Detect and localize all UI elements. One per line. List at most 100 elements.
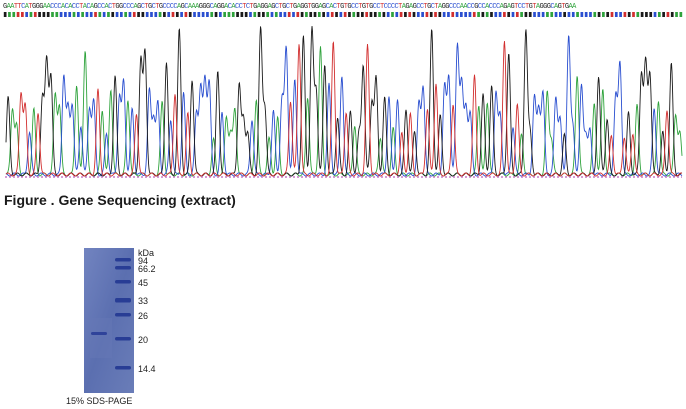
base-call-marker — [657, 12, 661, 17]
chromatogram-trace — [5, 26, 683, 178]
base-call-marker — [274, 12, 278, 17]
base-call-marker — [429, 12, 433, 17]
base-call-marker — [343, 12, 347, 17]
base-call-marker — [348, 12, 351, 17]
base-call-marker — [373, 12, 377, 17]
base-call-marker — [464, 12, 468, 17]
base-call-marker — [567, 12, 571, 17]
ladder-band — [115, 266, 131, 270]
base-call-marker — [412, 12, 416, 17]
base-call-marker — [614, 12, 618, 17]
base-call-marker — [451, 12, 455, 17]
base-call-marker — [675, 12, 678, 17]
ladder-band — [115, 313, 131, 317]
base-call-marker — [408, 12, 412, 17]
marker-label: 20 — [138, 335, 149, 345]
base-call-marker — [326, 12, 330, 17]
base-call-marker — [76, 12, 80, 17]
base-call-marker — [128, 12, 132, 17]
base-call-marker — [64, 12, 67, 17]
base-call-marker — [38, 12, 41, 17]
sequence-readout: GAATTCATGGGAACCCACACCTACAGCCACTGGCCCAGCT… — [3, 3, 576, 11]
base-call-marker — [653, 12, 657, 17]
base-call-marker — [154, 12, 158, 17]
base-call-marker — [309, 12, 313, 17]
base-call-marker — [541, 12, 545, 17]
kda-unit-label: kDa — [138, 248, 155, 258]
base-call-marker — [447, 12, 450, 17]
base-call-marker — [468, 12, 472, 17]
base-call-marker — [137, 12, 140, 17]
base-call-marker — [356, 12, 360, 17]
base-call-marker — [240, 12, 244, 17]
marker-label: 33 — [138, 296, 149, 306]
base-call-marker — [442, 12, 446, 17]
base-call-marker — [558, 12, 562, 17]
base-call-marker — [244, 12, 248, 17]
base-call-marker — [98, 12, 102, 17]
base-call-marker — [150, 12, 153, 17]
base-call-marker — [132, 12, 136, 17]
marker-label: 45 — [138, 278, 149, 288]
base-call-marker — [223, 12, 226, 17]
base-call-marker — [399, 12, 403, 17]
base-call-marker — [472, 12, 476, 17]
base-call-marker — [550, 12, 554, 17]
base-call-marker — [262, 12, 265, 17]
base-call-marker — [485, 12, 489, 17]
base-call-marker — [670, 12, 674, 17]
base-call-marker — [606, 12, 610, 17]
base-call-marker — [438, 12, 442, 17]
base-call-marker — [59, 12, 63, 17]
ladder-band — [115, 366, 131, 370]
base-call-marker — [662, 12, 665, 17]
base-call-marker — [425, 12, 429, 17]
base-call-marker — [640, 12, 644, 17]
base-call-marker — [210, 12, 214, 17]
base-call-marker — [378, 12, 381, 17]
base-call-marker — [21, 12, 24, 17]
base-call-marker — [81, 12, 84, 17]
base-call-marker — [287, 12, 291, 17]
ladder-band — [115, 258, 131, 262]
base-call-marker — [322, 12, 325, 17]
base-call-marker — [266, 12, 270, 17]
base-call-marker — [546, 12, 549, 17]
base-call-marker — [68, 12, 72, 17]
base-call-marker — [365, 12, 369, 17]
base-call-marker — [503, 12, 506, 17]
base-call-marker — [201, 12, 205, 17]
base-call-marker — [335, 12, 338, 17]
base-call-marker — [120, 12, 123, 17]
base-call-marker — [563, 12, 566, 17]
ladder-band — [115, 298, 131, 303]
marker-label: 66.2 — [138, 264, 156, 274]
base-call-marker — [313, 12, 317, 17]
base-call-marker — [330, 12, 334, 17]
base-call-marker — [528, 12, 532, 17]
base-call-marker — [163, 12, 166, 17]
base-call-marker — [645, 12, 648, 17]
base-call-marker — [584, 12, 588, 17]
base-call-marker — [72, 12, 76, 17]
base-call-marker — [51, 12, 54, 17]
base-call-marker — [455, 12, 459, 17]
base-call-marker — [416, 12, 420, 17]
base-call-marker — [193, 12, 196, 17]
base-call-marker — [180, 12, 183, 17]
base-call-marker — [253, 12, 257, 17]
base-call-marker — [111, 12, 115, 17]
base-call-marker — [352, 12, 356, 17]
base-call-marker — [25, 12, 29, 17]
base-call-marker — [231, 12, 235, 17]
base-call-marker — [460, 12, 463, 17]
base-call-marker — [515, 12, 519, 17]
base-call-marker — [55, 12, 59, 17]
base-call-marker — [300, 12, 304, 17]
base-call-marker — [175, 12, 179, 17]
base-call-marker — [520, 12, 523, 17]
base-call-marker — [361, 12, 364, 17]
base-call-marker — [571, 12, 575, 17]
base-call-marker — [339, 12, 343, 17]
base-call-marker — [421, 12, 424, 17]
